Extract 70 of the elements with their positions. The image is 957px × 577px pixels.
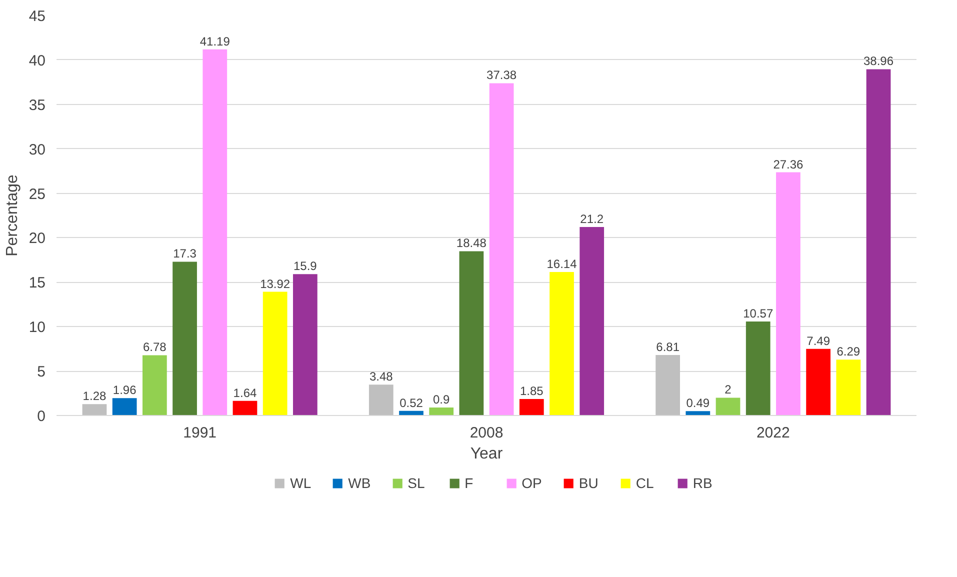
x-axis-title: Year <box>470 446 504 462</box>
legend-label: CL <box>636 475 655 491</box>
bar <box>172 262 197 416</box>
bar <box>459 251 484 416</box>
data-label: 38.96 <box>864 54 894 68</box>
bar <box>746 322 770 416</box>
y-tick-label: 20 <box>28 230 46 248</box>
y-tick-label: 25 <box>28 186 46 203</box>
data-label: 15.9 <box>294 259 318 274</box>
bar <box>489 83 514 416</box>
data-label: 10.57 <box>743 306 774 321</box>
bar <box>82 404 107 416</box>
legend-label: WB <box>348 475 371 491</box>
x-tick-label: 2022 <box>756 424 790 442</box>
data-label: 21.2 <box>580 212 604 226</box>
y-axis-title: Percentage <box>4 174 21 256</box>
y-tick-label: 5 <box>37 364 46 381</box>
bar <box>142 355 167 416</box>
data-label: 1.85 <box>520 384 544 398</box>
legend-label: BU <box>578 475 599 491</box>
bar <box>716 398 740 416</box>
data-label: 37.38 <box>486 68 517 82</box>
bar <box>550 272 574 416</box>
bar <box>202 49 228 416</box>
y-tick-label: 45 <box>28 8 46 25</box>
bar <box>806 348 830 416</box>
legend-label: OP <box>522 475 542 491</box>
bar <box>112 398 137 416</box>
bar <box>262 292 288 416</box>
data-label: 0.49 <box>686 396 710 410</box>
data-label: 3.48 <box>369 370 394 384</box>
x-tick-label: 2008 <box>470 424 504 442</box>
data-label: 13.92 <box>260 276 290 291</box>
y-tick-label: 35 <box>28 96 46 114</box>
legend-label: F <box>464 475 474 491</box>
bar <box>836 360 861 416</box>
data-label: 6.29 <box>836 344 860 359</box>
data-label: 0.9 <box>433 392 450 406</box>
data-label: 41.19 <box>200 34 230 48</box>
y-tick-label: 0 <box>37 408 46 425</box>
data-label: 2 <box>724 382 732 397</box>
data-label: 1.64 <box>233 386 257 400</box>
y-tick-label: 30 <box>28 141 46 158</box>
legend-label: SL <box>408 475 426 491</box>
data-label: 18.48 <box>456 236 487 250</box>
y-tick-label: 10 <box>28 319 46 336</box>
data-label: 16.14 <box>546 257 578 272</box>
bar <box>519 399 544 416</box>
legend-label: WL <box>290 475 312 491</box>
bar <box>866 69 891 416</box>
bar <box>686 411 710 416</box>
y-tick-label: 15 <box>28 274 46 292</box>
bar <box>368 384 394 416</box>
bar <box>776 172 800 416</box>
data-label: 7.49 <box>806 334 830 348</box>
legend-label: RB <box>692 475 713 491</box>
bar <box>580 227 604 416</box>
data-label: 6.81 <box>656 340 680 354</box>
bar <box>293 274 318 416</box>
data-label: 1.28 <box>82 389 106 404</box>
bar <box>656 354 680 416</box>
data-label: 6.78 <box>143 340 167 354</box>
bar <box>429 408 454 416</box>
data-label: 1.96 <box>112 383 137 398</box>
y-tick-label: 40 <box>28 52 46 70</box>
data-label: 17.3 <box>173 246 197 261</box>
data-label: 27.36 <box>773 157 804 172</box>
x-tick-label: 1991 <box>183 424 217 442</box>
data-label: 0.52 <box>400 396 424 410</box>
bar <box>232 400 258 416</box>
